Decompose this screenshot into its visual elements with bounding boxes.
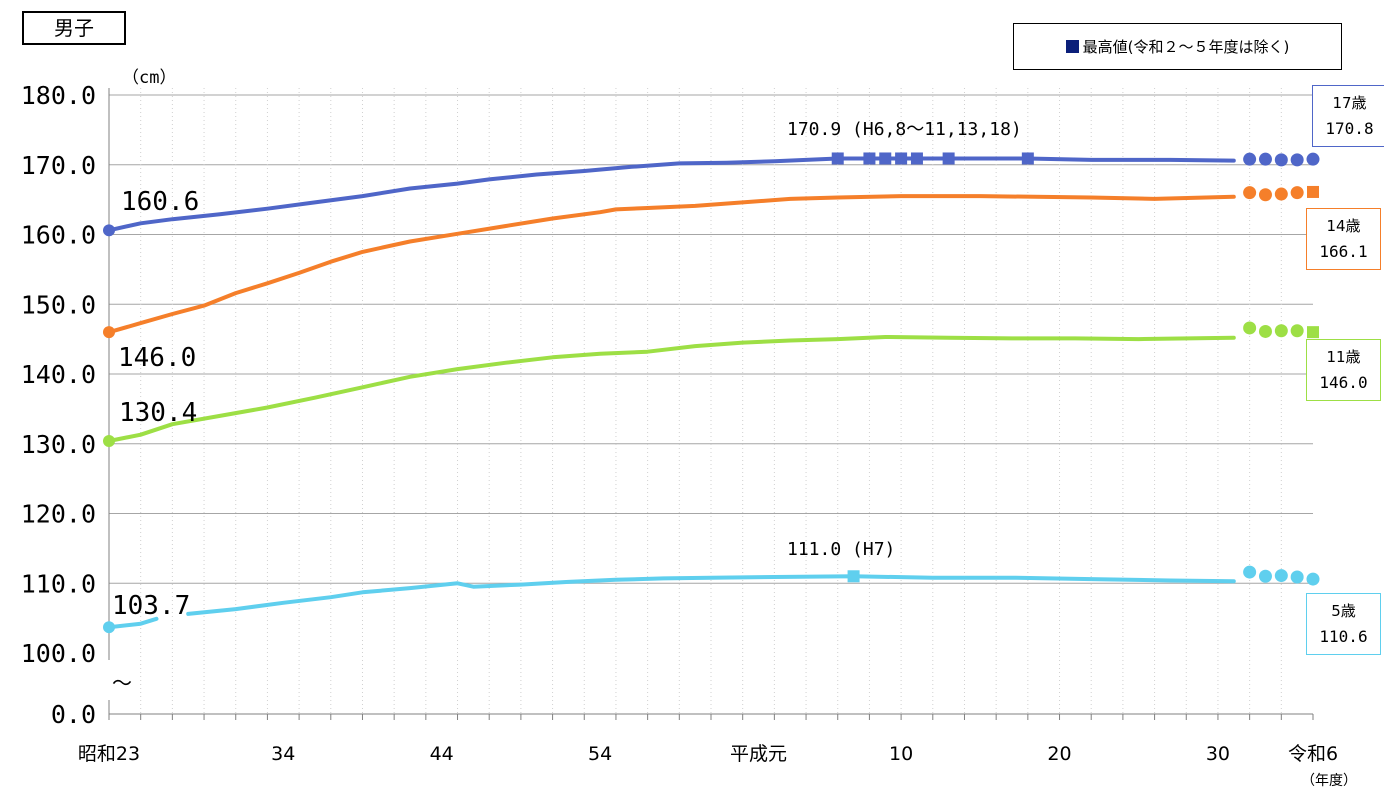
recent-point bbox=[1290, 153, 1304, 167]
recent-point bbox=[1243, 152, 1257, 166]
y-tick-label: 170.0 bbox=[21, 151, 96, 180]
recent-point bbox=[1306, 152, 1320, 166]
legend: 最高値(令和２～５年度は除く) bbox=[1013, 23, 1342, 70]
legend-label: 最高値(令和２～５年度は除く) bbox=[1082, 38, 1290, 56]
recent-point bbox=[1243, 565, 1257, 579]
axes: 0.0 100.0 110.0 120.0 130.0 140.0 150.0 160.0 17… bbox=[21, 81, 1338, 765]
recent-point bbox=[1290, 186, 1304, 200]
max-annotation: 111.0 (H7) bbox=[787, 539, 895, 560]
y-tick-label: 130.0 bbox=[21, 430, 96, 459]
start-point bbox=[103, 621, 115, 634]
y-tick-label: 110.0 bbox=[21, 569, 96, 598]
chart-labels: 160.6 146.0 130.4 103.7 170.9 (H6,8～11,13,18… bbox=[112, 119, 1022, 621]
start-value-label: 103.7 bbox=[112, 591, 190, 621]
series-line bbox=[107, 574, 1236, 630]
age-box-label: 5歳 bbox=[1331, 602, 1356, 620]
y-tick-label: 120.0 bbox=[21, 500, 96, 529]
max-point bbox=[879, 152, 892, 165]
recent-point bbox=[1258, 569, 1272, 583]
x-tick-label: 平成元 bbox=[730, 743, 787, 765]
age-box-14: 14歳 166.1 bbox=[1306, 208, 1381, 270]
series-17歳 bbox=[103, 152, 1320, 237]
age-box-5: 5歳 110.6 bbox=[1306, 593, 1381, 655]
legend-marker bbox=[1065, 40, 1079, 53]
x-tick-label: 令和6 bbox=[1288, 743, 1338, 765]
age-box-label: 11歳 bbox=[1326, 348, 1361, 366]
x-tick-label: 昭和23 bbox=[78, 743, 140, 765]
max-point bbox=[831, 152, 844, 165]
series-5歳 bbox=[103, 565, 1320, 634]
start-value-label: 146.0 bbox=[118, 343, 196, 373]
recent-point bbox=[1274, 153, 1288, 167]
recent-point bbox=[1306, 572, 1320, 586]
y-tick-label: 180.0 bbox=[21, 81, 96, 110]
series-layer bbox=[103, 152, 1320, 634]
y-axis-unit: （cm） bbox=[122, 68, 177, 88]
max-point bbox=[1307, 185, 1319, 198]
y-tick-label: 100.0 bbox=[21, 639, 96, 668]
recent-point bbox=[1290, 324, 1304, 338]
y-tick-label: 0.0 bbox=[51, 700, 96, 729]
max-point bbox=[910, 152, 923, 165]
recent-point bbox=[1274, 569, 1288, 583]
x-tick-label: 20 bbox=[1047, 743, 1071, 765]
max-point bbox=[1021, 152, 1034, 165]
y-tick-label: 140.0 bbox=[21, 360, 96, 389]
recent-point bbox=[1290, 570, 1304, 584]
series-11歳 bbox=[103, 321, 1319, 447]
start-point bbox=[103, 326, 115, 339]
series-line bbox=[107, 156, 1236, 233]
series-line bbox=[107, 194, 1236, 335]
start-point bbox=[103, 434, 115, 447]
age-box-label: 17歳 bbox=[1332, 94, 1367, 112]
age-box-value: 170.8 bbox=[1325, 119, 1374, 138]
recent-point bbox=[1243, 321, 1257, 335]
x-axis-unit: （年度） bbox=[1301, 773, 1357, 789]
max-point bbox=[847, 570, 860, 583]
age-box-value: 166.1 bbox=[1319, 242, 1368, 261]
recent-point bbox=[1274, 187, 1288, 201]
chart-title: 男子 bbox=[22, 11, 126, 45]
max-point bbox=[1307, 326, 1319, 339]
max-annotation: 170.9 (H6,8～11,13,18) bbox=[787, 119, 1022, 140]
age-box-label: 14歳 bbox=[1326, 217, 1361, 235]
age-box-value: 110.6 bbox=[1319, 627, 1368, 646]
age-box-11: 11歳 146.0 bbox=[1306, 339, 1381, 401]
x-tick-label: 34 bbox=[271, 743, 295, 765]
age-box-17: 17歳 170.8 bbox=[1312, 85, 1384, 147]
max-point bbox=[942, 152, 955, 165]
max-point bbox=[863, 152, 876, 165]
recent-point bbox=[1258, 324, 1272, 338]
max-point bbox=[895, 152, 908, 165]
series-line bbox=[107, 335, 1236, 443]
axis-break-mark: ～ bbox=[112, 671, 132, 695]
start-value-label: 160.6 bbox=[121, 187, 199, 217]
x-tick-label: 54 bbox=[588, 743, 612, 765]
x-tick-label: 30 bbox=[1206, 743, 1230, 765]
start-point bbox=[103, 224, 115, 237]
start-value-label: 130.4 bbox=[119, 398, 197, 428]
y-tick-label: 160.0 bbox=[21, 221, 96, 250]
series-14歳 bbox=[103, 185, 1319, 339]
y-tick-label: 150.0 bbox=[21, 290, 96, 319]
x-tick-label: 44 bbox=[430, 743, 454, 765]
recent-point bbox=[1258, 152, 1272, 166]
x-tick-label: 10 bbox=[889, 743, 913, 765]
recent-point bbox=[1274, 324, 1288, 338]
recent-point bbox=[1258, 188, 1272, 202]
age-box-value: 146.0 bbox=[1319, 373, 1368, 392]
recent-point bbox=[1243, 186, 1257, 200]
